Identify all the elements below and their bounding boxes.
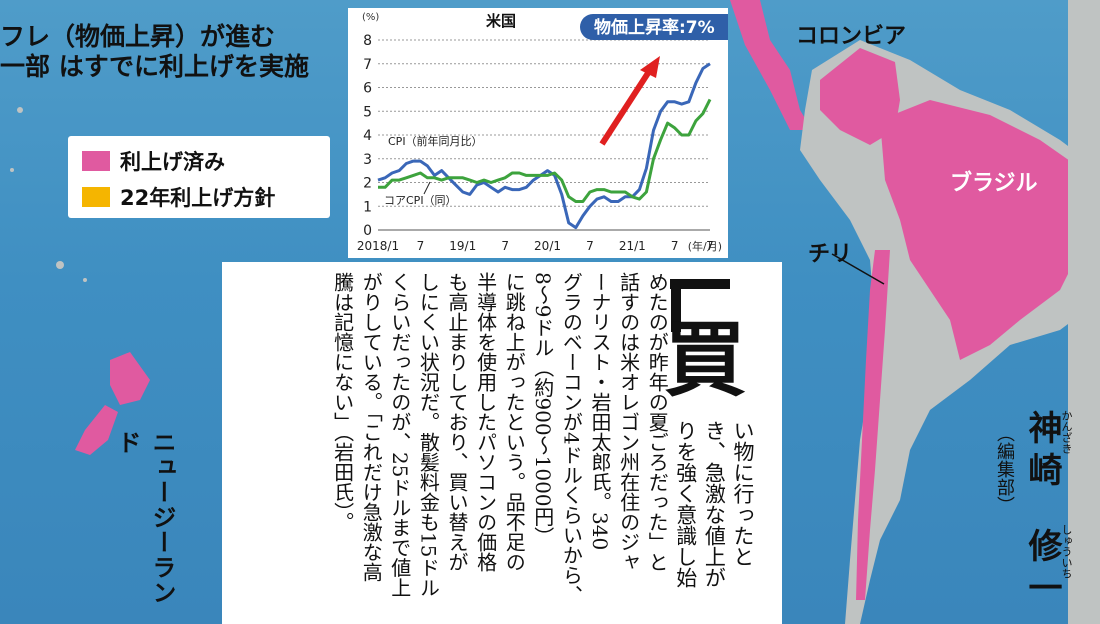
y-tick-label: 4 [363,128,372,144]
top-right-glyph [1010,0,1100,40]
article-column: りを強く意識し始 [673,420,698,588]
trend-arrow-head [640,56,660,78]
y-unit-label: (%) [362,12,379,23]
author-given-ruby: しゅういち [1060,524,1073,579]
core-cpi-label-pointer [423,181,431,195]
article-column: がりしている。「これだけ急激な高 [359,272,384,582]
y-tick-label: 1 [363,199,372,215]
cpi-chart-svg: 米国 (%) (年/月) 0 1 2 3 4 5 6 7 8 2018/1 7 19/1 7 20/1 7… [357,12,728,253]
x-tick-label: 7 [417,239,425,253]
headline: フレ（物価上昇）が進む 一部 はすでに利上げを実施 [0,22,309,82]
y-tick-label: 7 [363,57,372,73]
article-column: に跳ね上がったという。品不足の [502,272,527,572]
article-column: 半導体を使用したパソコンの価格 [473,272,498,572]
article-column: ーナリスト・岩田太郎氏。340 [588,272,612,551]
x-tick-label: 7 [706,239,714,253]
right-edge-land [1068,0,1100,624]
country-label-colombia: コロンビア [796,24,907,49]
x-tick-label: 7 [671,239,679,253]
trend-arrow-shaft [599,68,653,146]
x-tick-label: 19/1 [449,239,476,253]
article-column: 騰は記憶にない」（岩田氏）。 [330,272,355,532]
headline-line-2: 一部 はすでに利上げを実施 [0,52,309,81]
article-column: くらいだったのが、25ドルまで値上 [387,272,412,598]
cpi-series-label: CPI（前年同月比） [388,134,483,148]
country-label-chile: チリ [808,242,853,267]
article-column: グラのベーコンが4ドルくらいから、 [559,272,584,605]
article-column: い物に行ったと [731,420,755,567]
author-surname: 神崎 [1022,410,1062,494]
chile-region [856,250,890,600]
chile-pointer [831,253,885,285]
colombia-region [820,48,900,145]
brazil-region [880,100,1090,360]
x-tick-label: 21/1 [619,239,646,253]
article-column: めたのが昨年の夏ごろだった」と [645,272,670,572]
legend-label: 利上げ済み [120,150,225,174]
y-tick-label: 0 [363,223,372,239]
new-zealand-south-island [75,405,118,455]
new-zealand-island [110,352,150,405]
y-tick-label: 5 [363,104,372,120]
country-label-new-zealand: ニュージーランド [113,430,176,605]
legend-box: 利上げ済み 22年利上げ方針 [68,136,330,218]
core-cpi-series-label: コアCPI（同） [384,194,457,207]
author-surname-ruby: かんざき [1060,410,1073,454]
article-column: き、急激な値上が [702,420,727,588]
article-column: 8〜9ドル（約900〜1000円） [530,272,555,547]
headline-line-1: フレ（物価上昇）が進む [0,22,276,51]
core-cpi-series-line [378,98,712,203]
x-tick-label: 2018/1 [357,239,399,253]
y-tick-label: 3 [363,152,372,168]
legend-item-raised: 利上げ済み [82,146,225,176]
country-label-brazil: ブラジル [950,171,1038,196]
legend-item-planned: 22年利上げ方針 [82,182,275,212]
article-column: も高止まりしており、買い替えが [445,272,469,572]
chart-title: 米国 [486,12,516,30]
big-opening-bracket [670,279,730,332]
x-tick-label: 7 [586,239,594,253]
y-tick-label: 2 [363,176,372,192]
legend-label: 22年利上げ方針 [120,186,276,210]
x-tick-label: 20/1 [534,239,561,253]
central-america-land [730,0,812,130]
x-tick-label: 7 [501,239,509,253]
callout-text: 物価上昇率:7% [594,17,715,38]
author-given-name: 修一 [1022,528,1062,612]
author-department: （編集部） [994,424,1015,514]
cpi-chart: 米国 (%) (年/月) 0 1 2 3 4 5 6 7 8 2018/1 7 19/1 7 20/1 7… [348,8,728,258]
article-column: しにくい状況だ。散髪料金も15ドル [416,272,441,598]
legend-swatch-yellow [82,187,110,207]
article-block [222,262,782,624]
y-tick-label: 6 [363,81,372,97]
callout-badge [580,14,728,40]
legend-swatch-pink [82,151,110,171]
big-initial-character: 買 [664,313,747,408]
y-tick-label: 8 [363,33,372,49]
article-column: 話すのは米オレゴン州在住のジャ [616,272,641,572]
x-unit-label: (年/月) [688,239,722,253]
cpi-series-line [377,62,711,230]
